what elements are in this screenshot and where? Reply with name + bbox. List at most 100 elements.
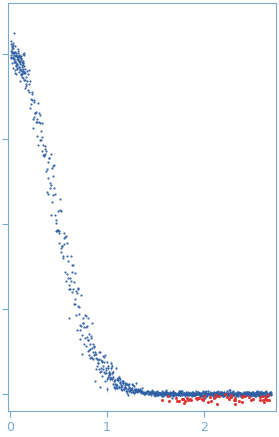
Point (97, 369, 102, 376)
Point (266, 391, 271, 398)
Point (9, 52, 13, 59)
Point (168, 390, 173, 397)
Point (210, 390, 214, 397)
Point (107, 372, 111, 379)
Point (15, 46, 20, 53)
Point (16, 55, 20, 62)
Point (9, 54, 13, 61)
Point (201, 395, 205, 402)
Point (121, 384, 126, 391)
Point (155, 389, 160, 396)
Point (214, 391, 218, 398)
Point (114, 382, 119, 388)
Point (92, 343, 96, 350)
Point (70, 288, 74, 295)
Point (181, 391, 186, 398)
Point (260, 390, 264, 397)
Point (11, 48, 16, 55)
Point (154, 390, 158, 397)
Point (110, 381, 115, 388)
Point (180, 395, 185, 402)
Point (43, 145, 48, 152)
Point (78, 327, 83, 334)
Point (249, 396, 254, 403)
Point (187, 391, 192, 398)
Point (157, 390, 161, 397)
Point (169, 389, 173, 396)
Point (71, 286, 75, 293)
Point (58, 208, 63, 215)
Point (256, 391, 260, 398)
Point (191, 392, 196, 399)
Point (184, 390, 188, 397)
Point (28, 104, 32, 111)
Point (84, 323, 89, 330)
Point (167, 397, 171, 404)
Point (191, 392, 196, 399)
Point (172, 392, 176, 399)
Point (40, 133, 45, 140)
Point (258, 389, 263, 396)
Point (135, 387, 139, 394)
Point (232, 390, 237, 397)
Point (133, 380, 138, 387)
Point (251, 389, 256, 396)
Point (197, 389, 201, 396)
Point (208, 391, 213, 398)
Point (267, 389, 271, 396)
Point (65, 239, 69, 246)
Point (140, 385, 144, 392)
Point (233, 390, 237, 397)
Point (118, 378, 122, 385)
Point (164, 387, 168, 394)
Point (93, 378, 97, 385)
Point (141, 389, 145, 396)
Point (107, 370, 112, 377)
Point (203, 390, 207, 397)
Point (35, 115, 39, 122)
Point (50, 198, 54, 205)
Point (22, 76, 27, 83)
Point (156, 391, 161, 398)
Point (147, 389, 151, 396)
Point (111, 374, 116, 381)
Point (266, 392, 271, 399)
Point (13, 59, 17, 66)
Point (20, 70, 24, 77)
Point (232, 392, 236, 399)
Point (120, 378, 124, 385)
Point (196, 388, 200, 395)
Point (206, 390, 211, 397)
Point (158, 391, 163, 398)
Point (48, 184, 52, 191)
Point (230, 390, 235, 397)
Point (121, 379, 126, 386)
Point (117, 374, 122, 381)
Point (249, 390, 253, 397)
Point (22, 66, 27, 73)
Point (102, 358, 107, 365)
Point (240, 394, 245, 401)
Point (44, 148, 49, 155)
Point (163, 390, 168, 397)
Point (258, 392, 263, 399)
Point (18, 66, 23, 73)
Point (76, 285, 80, 292)
Point (152, 389, 157, 396)
Point (164, 389, 169, 396)
Point (53, 219, 58, 226)
Point (235, 388, 239, 395)
Point (18, 71, 23, 78)
Point (9, 50, 14, 57)
Point (248, 392, 252, 399)
Point (59, 245, 64, 252)
Point (258, 391, 263, 398)
Point (162, 391, 167, 398)
Point (216, 393, 221, 400)
Point (10, 49, 15, 56)
Point (200, 388, 205, 395)
Point (35, 132, 40, 139)
Point (189, 396, 194, 403)
Point (209, 391, 213, 398)
Point (15, 61, 20, 68)
